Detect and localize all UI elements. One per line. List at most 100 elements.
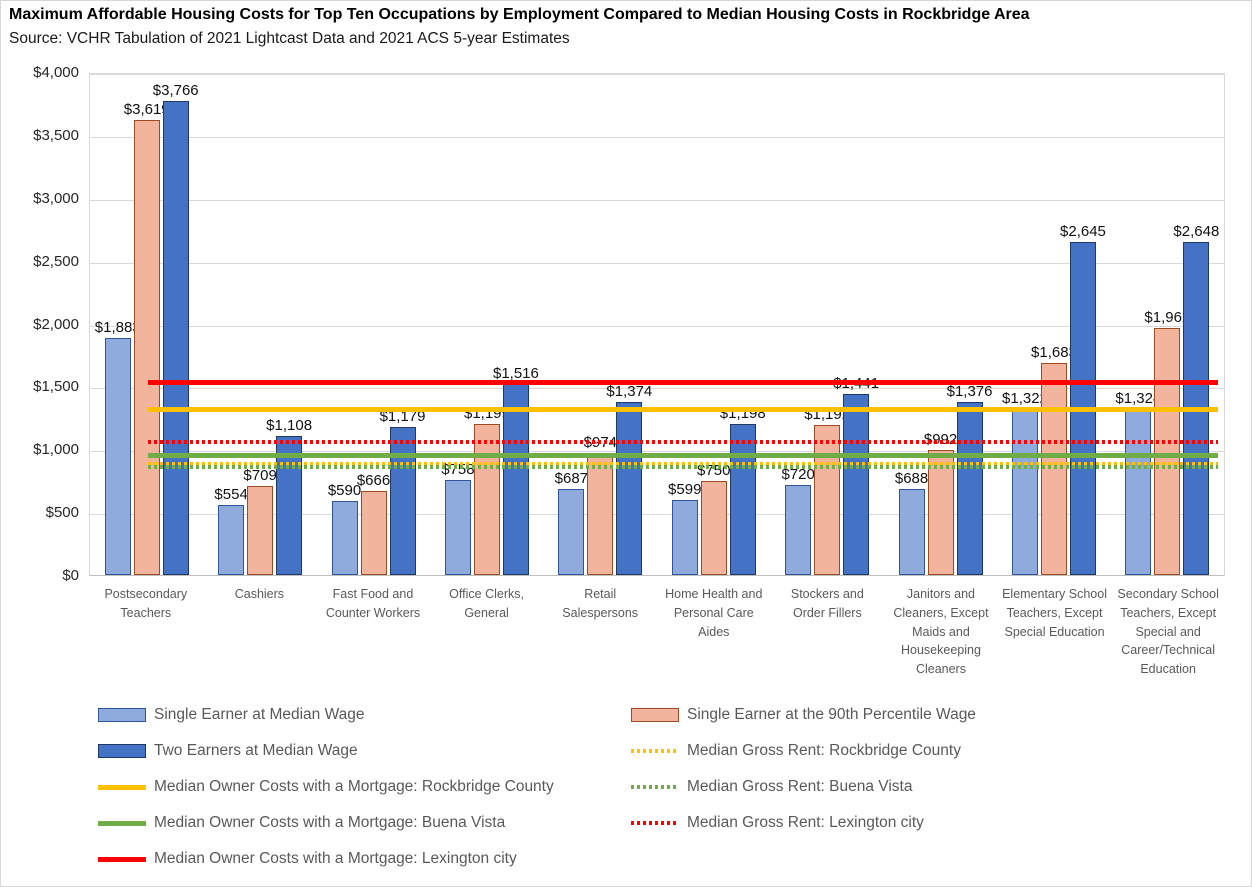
legend-item-median-gross-rent-lexington-city: Median Gross Rent: Lexington city	[631, 805, 976, 841]
reference-line-median-owner-costs-mortgage-buena-vista	[148, 452, 1218, 458]
category-label: Cashiers	[234, 587, 285, 601]
bar-value-label: $554	[214, 486, 248, 504]
bar-single-earner-median-wage: $687	[555, 470, 588, 575]
gridline	[90, 451, 1224, 453]
legend-item-median-owner-costs-mortgage-rockbridge-county: Median Owner Costs with a Mortgage: Rock…	[98, 769, 554, 805]
legend-item-label: Median Owner Costs with a Mortgage: Buen…	[154, 814, 506, 831]
plot-area: $1,883 $3,619 $3,766 $554 $709 $1,108 $590 $666…	[89, 73, 1225, 576]
bar-value-label: $1,516	[492, 365, 539, 383]
reference-line-median-gross-rent-buena-vista	[148, 464, 1218, 469]
bar-two-earners-median-wage: $1,198	[720, 405, 766, 575]
bar-group: $1,883 $3,619 $3,766	[90, 74, 203, 575]
bar-single-earner-90th-percentile-wage: $1,199	[464, 405, 510, 575]
bar-two-earners-median-wage: $1,376	[947, 383, 992, 575]
legend-item-label: Median Gross Rent: Rockbridge County	[687, 742, 961, 759]
legend-line-swatch	[98, 820, 146, 826]
y-axis-tick-label: $2,500	[33, 252, 79, 270]
gridline	[90, 262, 1224, 264]
legend-bar-swatch	[631, 708, 679, 722]
bar-single-earner-90th-percentile-wage: $974	[584, 434, 617, 575]
y-axis-tick-label: $4,000	[33, 64, 79, 81]
legend-column-1: Single Earner at Median Wage Two Earners …	[98, 697, 554, 877]
bar-single-earner-90th-percentile-wage: $709	[243, 467, 277, 575]
bar-group: $590 $666 $1,179	[317, 74, 430, 575]
bar-group: $1,322 $1,683 $2,645	[997, 74, 1110, 575]
bar-single-earner-90th-percentile-wage: $992	[924, 431, 957, 575]
gridline	[90, 74, 1224, 75]
bar-value-label: $720	[781, 465, 815, 483]
bar-group: $1,324 $1,962 $2,648	[1111, 74, 1224, 575]
category-label: Elementary School Teachers, Except Speci…	[1002, 587, 1107, 639]
legend-item-label: Single Earner at the 90th Percentile Wag…	[687, 706, 976, 723]
legend-line-swatch	[98, 784, 146, 790]
gridline	[90, 199, 1224, 201]
bar-two-earners-median-wage: $1,441	[833, 375, 879, 575]
bar-single-earner-90th-percentile-wage: $1,962	[1144, 309, 1190, 575]
bar-two-earners-median-wage: $1,516	[493, 365, 539, 575]
bar-value-label: $599	[668, 480, 702, 498]
y-axis-tick-label: $1,000	[33, 441, 79, 459]
legend-item-two-earners-median-wage: Two Earners at Median Wage	[98, 733, 554, 769]
category-label: Home Health and Personal Care Aides	[665, 587, 763, 639]
legend-bar-swatch	[98, 708, 146, 722]
y-axis-tick-label: $2,000	[33, 315, 79, 333]
bar-single-earner-90th-percentile-wage: $3,619	[124, 101, 170, 575]
legend-item-label: Median Gross Rent: Buena Vista	[687, 778, 913, 795]
bar-single-earner-median-wage: $599	[668, 481, 701, 575]
category-label: Office Clerks, General	[449, 587, 524, 620]
legend-item-label: Two Earners at Median Wage	[154, 742, 358, 759]
chart-title: Maximum Affordable Housing Costs for Top…	[9, 6, 1030, 23]
reference-line-median-gross-rent-rockbridge-county	[148, 461, 1218, 466]
bar-single-earner-90th-percentile-wage: $750	[697, 462, 730, 575]
bar-single-earner-median-wage: $758	[441, 461, 475, 575]
bar-value-label: $666	[356, 472, 391, 490]
bar-value-label: $1,962	[1144, 309, 1191, 327]
legend-item-label: Median Owner Costs with a Mortgage: Rock…	[154, 778, 554, 795]
legend-item-single-earner-median-wage: Single Earner at Median Wage	[98, 697, 554, 733]
gridline	[90, 514, 1224, 516]
bar-groups: $1,883 $3,619 $3,766 $554 $709 $1,108 $590 $666…	[90, 74, 1224, 575]
bar-value-label: $1,324	[1115, 389, 1162, 407]
legend: Single Earner at Median Wage Two Earners …	[1, 697, 1251, 882]
bar-value-label: $1,376	[946, 383, 993, 400]
legend-item-label: Median Gross Rent: Lexington city	[687, 814, 924, 831]
bar-value-label: $3,766	[152, 82, 199, 100]
bar-value-label: $1,683	[1031, 344, 1077, 362]
bar-single-earner-median-wage: $590	[328, 482, 361, 575]
category-label: Janitors and Cleaners, Except Maids and …	[893, 587, 989, 676]
category-label: Secondary School Teachers, Except Specia…	[1117, 587, 1219, 676]
legend-column-2: Single Earner at the 90th Percentile Wag…	[631, 697, 976, 841]
y-axis-tick-label: $3,000	[33, 189, 79, 207]
bar-value-label: $1,374	[606, 383, 653, 401]
legend-item-median-gross-rent-rockbridge-county: Median Gross Rent: Rockbridge County	[631, 733, 976, 769]
legend-item-label: Median Owner Costs with a Mortgage: Lexi…	[154, 850, 517, 867]
legend-line-swatch	[631, 749, 679, 753]
bar-single-earner-median-wage: $1,324	[1115, 390, 1161, 575]
legend-line-swatch	[631, 821, 679, 825]
category-label: Retail Salespersons	[562, 587, 639, 620]
bar-value-label: $2,648	[1173, 223, 1220, 240]
chart-source: Source: VCHR Tabulation of 2021 Lightcas…	[9, 30, 570, 47]
bar-group: $599 $750 $1,198	[657, 74, 770, 575]
bar-single-earner-90th-percentile-wage: $1,683	[1031, 344, 1077, 575]
x-axis-labels: Postsecondary Teachers Cashiers Fast Food …	[89, 585, 1225, 679]
bar-single-earner-median-wage: $1,883	[95, 319, 141, 575]
category-label: Fast Food and Counter Workers	[325, 587, 421, 620]
bar-value-label: $1,108	[266, 416, 313, 434]
reference-line-median-owner-costs-mortgage-rockbridge-county	[148, 407, 1218, 413]
bar-value-label: $688	[894, 469, 929, 487]
legend-bar-swatch	[98, 744, 146, 758]
bar-group: $554 $709 $1,108	[203, 74, 316, 575]
bar-value-label: $709	[243, 466, 277, 484]
reference-line-median-owner-costs-mortgage-lexington-city	[148, 379, 1218, 385]
category-label: Stockers and Order Fillers	[790, 587, 864, 620]
y-axis-tick-label: $500	[45, 504, 79, 522]
bar-group: $758 $1,199 $1,516	[430, 74, 543, 575]
bar-group: $688$992 $1,376	[884, 74, 997, 575]
bar-value-label: $1,322	[1002, 389, 1048, 407]
y-axis: $0 $500 $1,000 $1,500 $2,000 $2,500 $3,000 $3,5…	[1, 64, 81, 584]
gridline	[90, 388, 1224, 390]
bar-single-earner-median-wage: $554	[214, 486, 248, 575]
bar-value-label: $1,883	[94, 319, 141, 337]
